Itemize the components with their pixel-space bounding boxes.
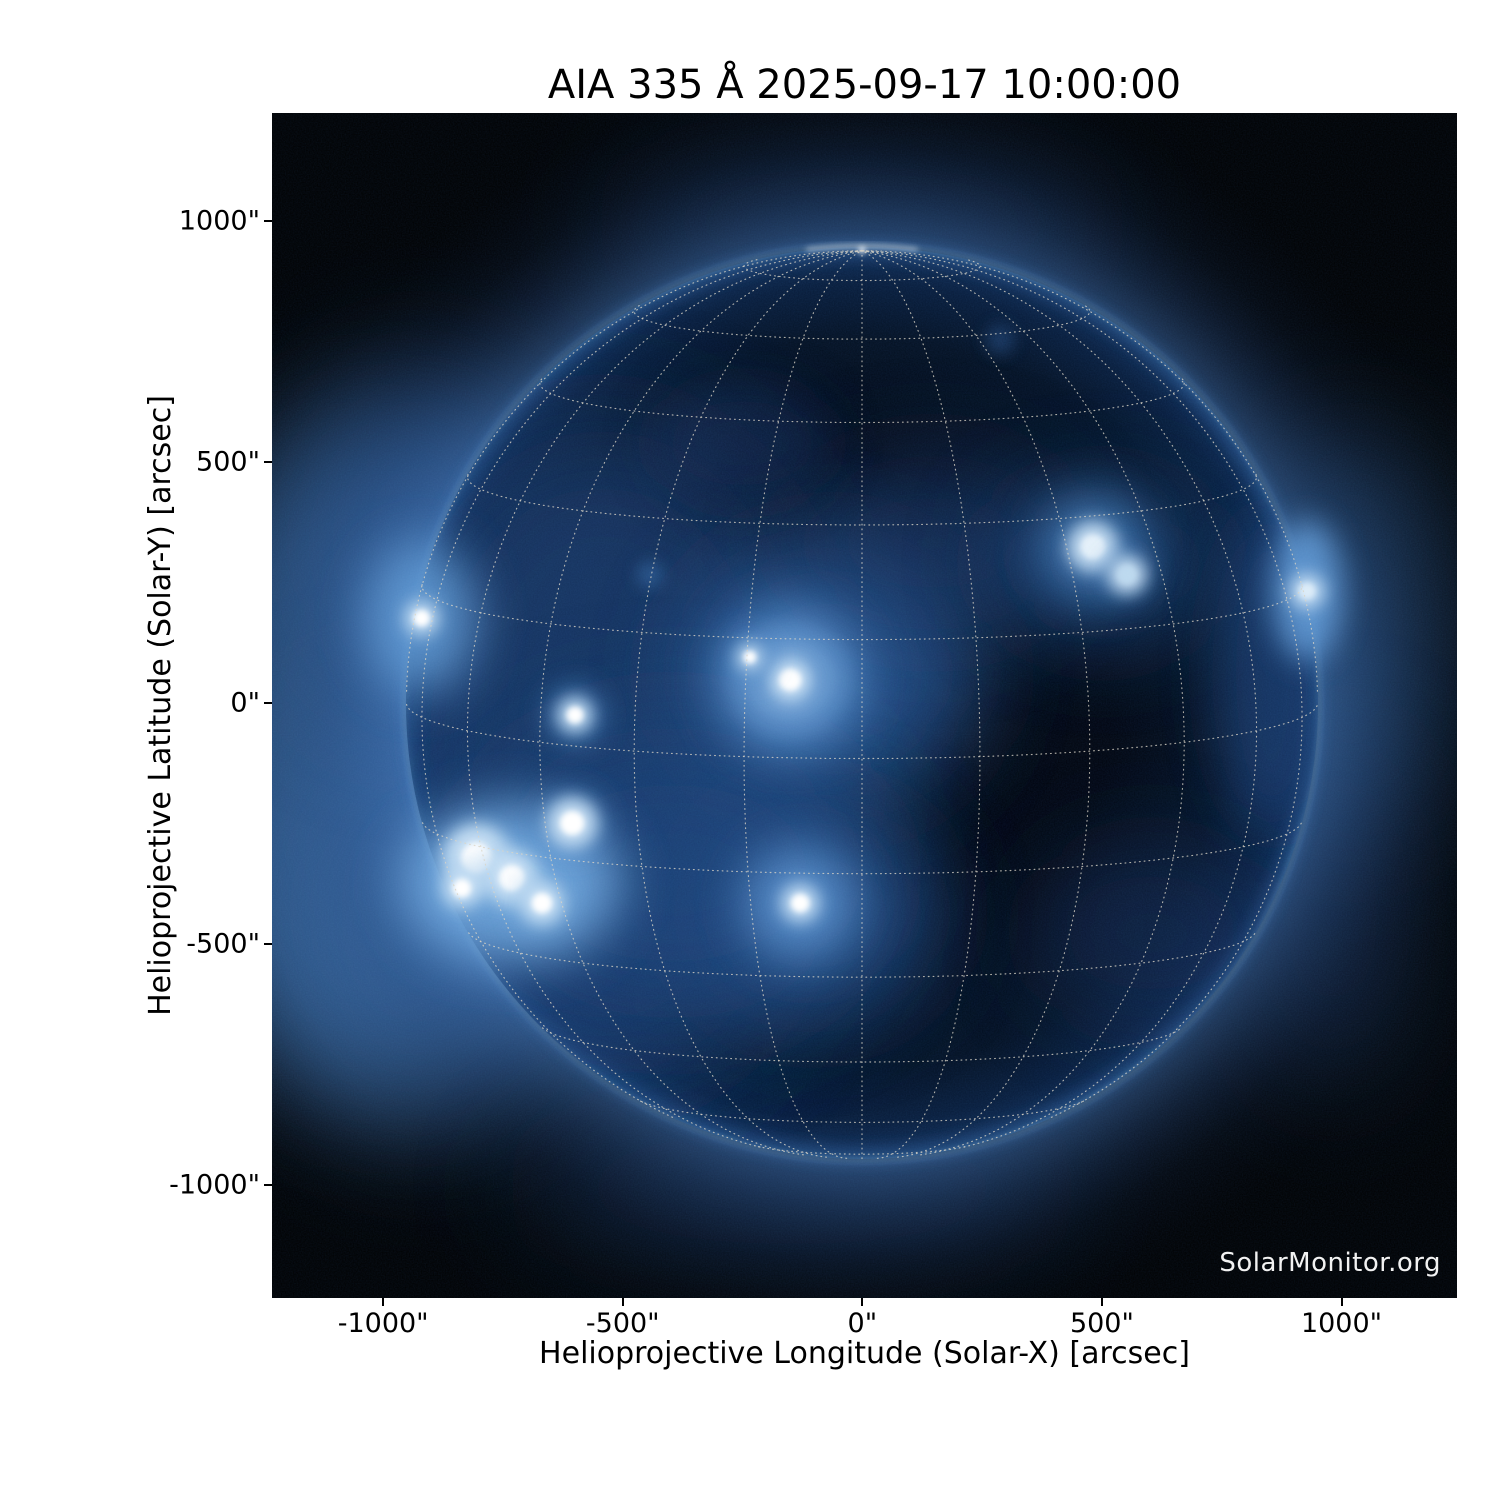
y-axis-label: Helioprojective Latitude (Solar-Y) [arcs…: [142, 395, 178, 1016]
x-tick-mark: [382, 1298, 385, 1306]
x-tick-label: -1000": [337, 1308, 429, 1339]
plot-title: AIA 335 Å 2025-09-17 10:00:00: [547, 62, 1182, 108]
x-tick-label: -500": [585, 1308, 660, 1339]
x-axis-label: Helioprojective Longitude (Solar-X) [arc…: [539, 1336, 1190, 1371]
x-tick-mark: [621, 1298, 624, 1306]
y-tick-mark: [264, 943, 272, 946]
x-tick-label: 500": [1069, 1308, 1134, 1339]
x-tick-mark: [1100, 1298, 1103, 1306]
x-tick-label: 1000": [1300, 1308, 1383, 1339]
y-axis-label-wrap: Helioprojective Latitude (Solar-Y) [arcs…: [130, 113, 190, 1298]
noise-texture: [272, 113, 1457, 1298]
y-tick-label: -1000": [169, 1169, 260, 1201]
y-tick-label: 1000": [178, 205, 260, 237]
y-tick-mark: [264, 461, 272, 464]
y-tick-mark: [264, 1184, 272, 1187]
y-tick-label: 500": [196, 446, 260, 478]
x-tick-mark: [1340, 1298, 1343, 1306]
sun-image: [272, 113, 1457, 1298]
watermark: SolarMonitor.org: [1219, 1248, 1441, 1278]
solar-image-plot: SolarMonitor.org: [272, 113, 1457, 1298]
y-tick-label: -500": [186, 928, 260, 960]
x-tick-label: 0": [847, 1308, 878, 1339]
y-tick-mark: [264, 702, 272, 705]
y-tick-mark: [264, 219, 272, 222]
y-tick-label: 0": [230, 687, 260, 719]
x-tick-mark: [861, 1298, 864, 1306]
